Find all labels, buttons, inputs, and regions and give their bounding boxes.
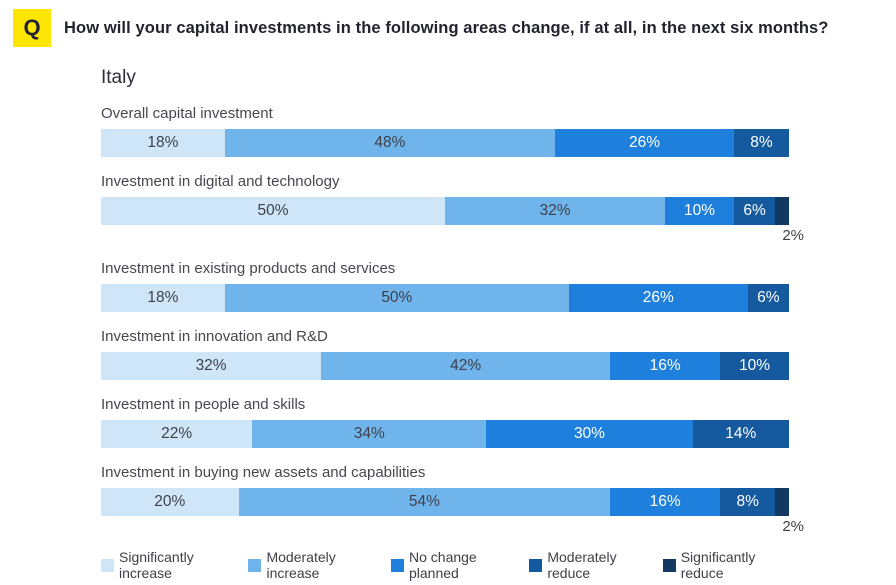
- bar-segment-significantly-reduce: [775, 197, 789, 225]
- row-label: Investment in buying new assets and capa…: [101, 464, 426, 481]
- row-label: Investment in digital and technology: [101, 173, 340, 190]
- question-title: How will your capital investments in the…: [64, 18, 829, 37]
- bar-segment-moderately-reduce: 6%: [747, 284, 789, 312]
- question-header: Q How will your capital investments in t…: [0, 0, 896, 47]
- row-label: Investment in existing products and serv…: [101, 260, 396, 277]
- segment-label-below: 2%: [782, 518, 804, 535]
- legend-label: No change planned: [409, 549, 477, 581]
- legend-item-no-change-planned: No change planned: [391, 549, 517, 581]
- legend-item-moderately-increase: Moderately increase: [248, 549, 379, 581]
- bar-segment-moderately-reduce: 8%: [720, 488, 776, 516]
- bar-segment-significantly-increase: 20%: [101, 488, 239, 516]
- bar-segment-moderately-reduce: 8%: [733, 129, 789, 157]
- bar-segment-no-change-planned: 26%: [568, 284, 748, 312]
- chart-row: Investment in existing products and serv…: [101, 259, 789, 312]
- legend-label: Significantly reduce: [680, 549, 756, 581]
- question-badge-icon: Q: [13, 9, 51, 47]
- bar-segment-significantly-increase: 32%: [101, 352, 322, 380]
- bar-segment-significantly-increase: 18%: [101, 284, 225, 312]
- stacked-bar-chart: Overall capital investment 18% 48% 26% 8% Inv…: [101, 104, 804, 535]
- chart-row: Investment in innovation and R&D 32% 42% 16…: [101, 327, 789, 380]
- row-label: Overall capital investment: [101, 105, 273, 122]
- bar-segment-moderately-increase: 32%: [445, 197, 666, 225]
- stacked-bar: 32% 42% 16% 10%: [101, 352, 789, 380]
- stacked-bar: 50% 32% 10% 6%: [101, 197, 789, 225]
- legend-item-significantly-increase: Significantly increase: [101, 549, 236, 581]
- stacked-bar: 22% 34% 30% 14%: [101, 420, 789, 448]
- legend-item-moderately-reduce: Moderately reduce: [529, 549, 650, 581]
- bar-segment-no-change-planned: 26%: [555, 129, 734, 157]
- stacked-bar: 20% 54% 16% 8%: [101, 488, 789, 516]
- bar-segment-moderately-increase: 34%: [252, 420, 487, 448]
- chart-row: Overall capital investment 18% 48% 26% 8%: [101, 104, 789, 157]
- legend-swatch-icon: [248, 558, 262, 572]
- bar-segment-moderately-reduce: 6%: [733, 197, 776, 225]
- bar-segment-moderately-increase: 50%: [224, 284, 569, 312]
- region-heading: Italy: [101, 67, 136, 88]
- chart-row: Investment in people and skills 22% 34% 30%…: [101, 395, 789, 448]
- row-label: Investment in people and skills: [101, 396, 306, 413]
- bar-segment-significantly-reduce: [775, 488, 789, 516]
- bar-segment-significantly-increase: 18%: [101, 129, 225, 157]
- chart-area: Italy Overall capital investment 18% 48% 26…: [101, 67, 804, 581]
- segment-label-below: 2%: [782, 227, 804, 244]
- bar-segment-no-change-planned: 16%: [610, 488, 721, 516]
- bar-segment-no-change-planned: 30%: [486, 420, 693, 448]
- legend-label: Significantly increase: [119, 549, 194, 581]
- legend-label: Moderately increase: [266, 549, 336, 581]
- legend-swatch-icon: [662, 558, 676, 572]
- bar-segment-no-change-planned: 10%: [665, 197, 734, 225]
- bar-segment-moderately-increase: 48%: [224, 129, 556, 157]
- chart-legend: Significantly increase Moderately increas…: [101, 549, 789, 581]
- bar-segment-moderately-reduce: 10%: [720, 352, 789, 380]
- legend-swatch-icon: [391, 558, 404, 572]
- bar-segment-moderately-increase: 42%: [321, 352, 611, 380]
- bar-segment-moderately-reduce: 14%: [692, 420, 789, 448]
- bar-segment-significantly-increase: 22%: [101, 420, 253, 448]
- stacked-bar: 18% 48% 26% 8%: [101, 129, 789, 157]
- chart-row: Investment in buying new assets and capa…: [101, 463, 804, 535]
- chart-row: Investment in digital and technology 50% 3…: [101, 172, 804, 244]
- bar-segment-significantly-increase: 50%: [101, 197, 445, 225]
- legend-item-significantly-reduce: Significantly reduce: [662, 549, 789, 581]
- row-label: Investment in innovation and R&D: [101, 328, 328, 345]
- legend-label: Moderately reduce: [547, 549, 617, 581]
- legend-swatch-icon: [101, 558, 114, 572]
- bar-segment-no-change-planned: 16%: [610, 352, 721, 380]
- stacked-bar: 18% 50% 26% 6%: [101, 284, 789, 312]
- bar-segment-moderately-increase: 54%: [238, 488, 611, 516]
- legend-swatch-icon: [529, 558, 543, 572]
